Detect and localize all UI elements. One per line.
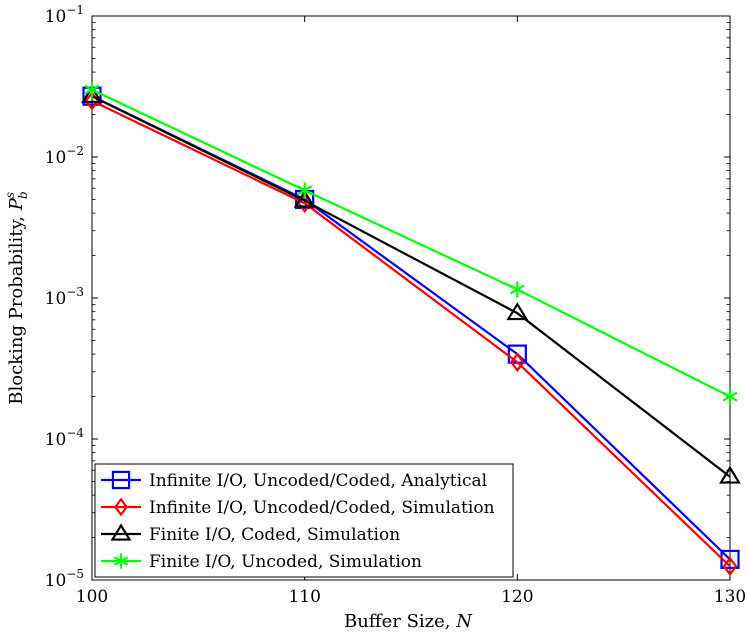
- x-tick-label: 120: [501, 587, 533, 607]
- diamond-marker: [722, 556, 738, 577]
- x-axis-ticks: 100 110 120 130: [76, 16, 746, 607]
- legend-label: Finite I/O, Coded, Simulation: [149, 525, 400, 545]
- triangle-marker: [506, 302, 529, 321]
- y-tick-label: 10−2: [45, 144, 84, 168]
- triangle-marker: [110, 523, 132, 541]
- series-4: [84, 81, 738, 405]
- legend-box: [94, 463, 514, 578]
- square-marker: [111, 470, 131, 490]
- legend-label: Finite I/O, Uncoded, Simulation: [149, 552, 422, 572]
- x-tick-label: 110: [288, 587, 320, 607]
- diamond-marker: [509, 352, 525, 373]
- legend-label: Infinite I/O, Uncoded/Coded, Analytical: [149, 471, 487, 491]
- series-layer: [81, 81, 741, 577]
- series-line: [91, 95, 731, 478]
- x-tick-label: 100: [76, 587, 108, 607]
- star-marker: [297, 182, 313, 199]
- y-tick-label: 10−1: [45, 3, 84, 27]
- y-tick-label: 10−4: [45, 426, 85, 450]
- series-line: [91, 99, 731, 568]
- series-2: [84, 91, 738, 577]
- x-tick-label: 130: [714, 587, 746, 607]
- legend: Infinite I/O, Uncoded/Coded, Analytical I…: [94, 463, 514, 578]
- series-line: [91, 88, 731, 398]
- triangle-marker: [293, 189, 316, 208]
- triangle-marker: [81, 85, 103, 104]
- legend-label: Infinite I/O, Uncoded/Coded, Simulation: [149, 498, 495, 518]
- star-marker: [722, 388, 738, 405]
- star-marker: [113, 553, 129, 569]
- triangle-marker: [719, 465, 741, 484]
- legend-item: Finite I/O, Coded, Simulation: [101, 523, 400, 545]
- star-marker: [84, 81, 100, 98]
- y-tick-label: 10−3: [45, 285, 84, 309]
- y-axis-ticks: 10−5 10−4 10−3 10−2 10−1: [45, 3, 730, 591]
- y-tick-label: 10−5: [45, 567, 84, 591]
- diamond-marker: [113, 497, 129, 517]
- y-axis-label: Blocking Probability, Psb: [3, 191, 30, 404]
- legend-item: Infinite I/O, Uncoded/Coded, Analytical: [101, 470, 487, 491]
- star-marker: [509, 281, 525, 298]
- x-axis-label: Buffer Size, N: [344, 611, 473, 632]
- diamond-marker: [297, 193, 313, 214]
- legend-item: Finite I/O, Uncoded, Simulation: [101, 552, 422, 572]
- legend-item: Infinite I/O, Uncoded/Coded, Simulation: [101, 497, 495, 518]
- series-3: [81, 85, 741, 484]
